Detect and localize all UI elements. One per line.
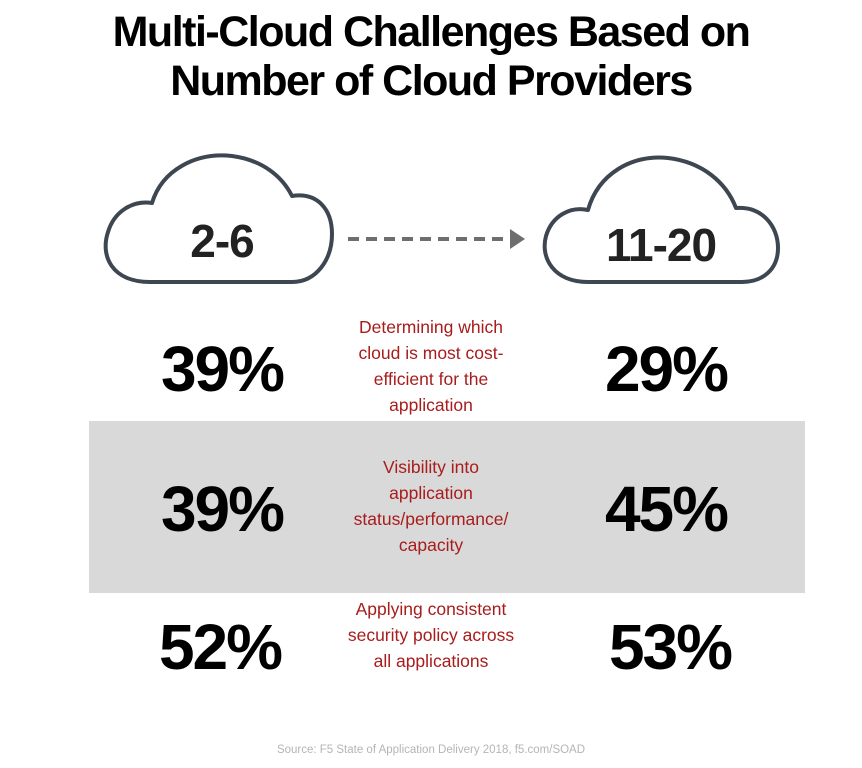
chart-title: Multi-Cloud Challenges Based on Number o… <box>0 8 862 106</box>
challenge-label: Applying consistent security policy acro… <box>325 596 537 674</box>
challenge-line: capacity <box>398 535 464 555</box>
value-left: 52% <box>158 611 283 683</box>
challenge-line: cloud is most cost- <box>358 343 504 363</box>
chart-title-line-1: Multi-Cloud Challenges Based on <box>112 8 751 56</box>
value-right: 29% <box>604 333 729 405</box>
challenge-line: application <box>389 483 473 503</box>
challenge-line: Determining which <box>359 317 503 337</box>
challenge-line: all applications <box>373 651 489 671</box>
challenge-line: status/performance/ <box>353 509 509 529</box>
arrow-head-icon <box>510 229 525 249</box>
value-right: 45% <box>604 473 729 545</box>
value-left: 39% <box>160 333 285 405</box>
source-note: Source: F5 State of Application Delivery… <box>276 744 586 756</box>
value-left: 39% <box>160 473 285 545</box>
cloud-right-icon <box>542 155 780 284</box>
challenge-line: security policy across <box>347 625 515 645</box>
column-label-left: 2-6 <box>190 215 254 267</box>
challenge-label: Determining which cloud is most cost- ef… <box>325 314 537 418</box>
challenge-label: Visibility into application status/perfo… <box>325 454 537 558</box>
challenge-line: Applying consistent <box>355 599 507 619</box>
chart-title-line-2: Number of Cloud Providers <box>170 57 693 105</box>
challenge-line: efficient for the <box>373 369 489 389</box>
column-label-right: 11-20 <box>605 219 717 271</box>
highlight-band <box>89 421 805 593</box>
challenge-line: Visibility into <box>383 457 479 477</box>
clouds-graphic <box>103 153 780 284</box>
challenge-line: application <box>389 395 473 415</box>
value-right: 53% <box>608 611 733 683</box>
cloud-left-icon <box>103 153 334 284</box>
